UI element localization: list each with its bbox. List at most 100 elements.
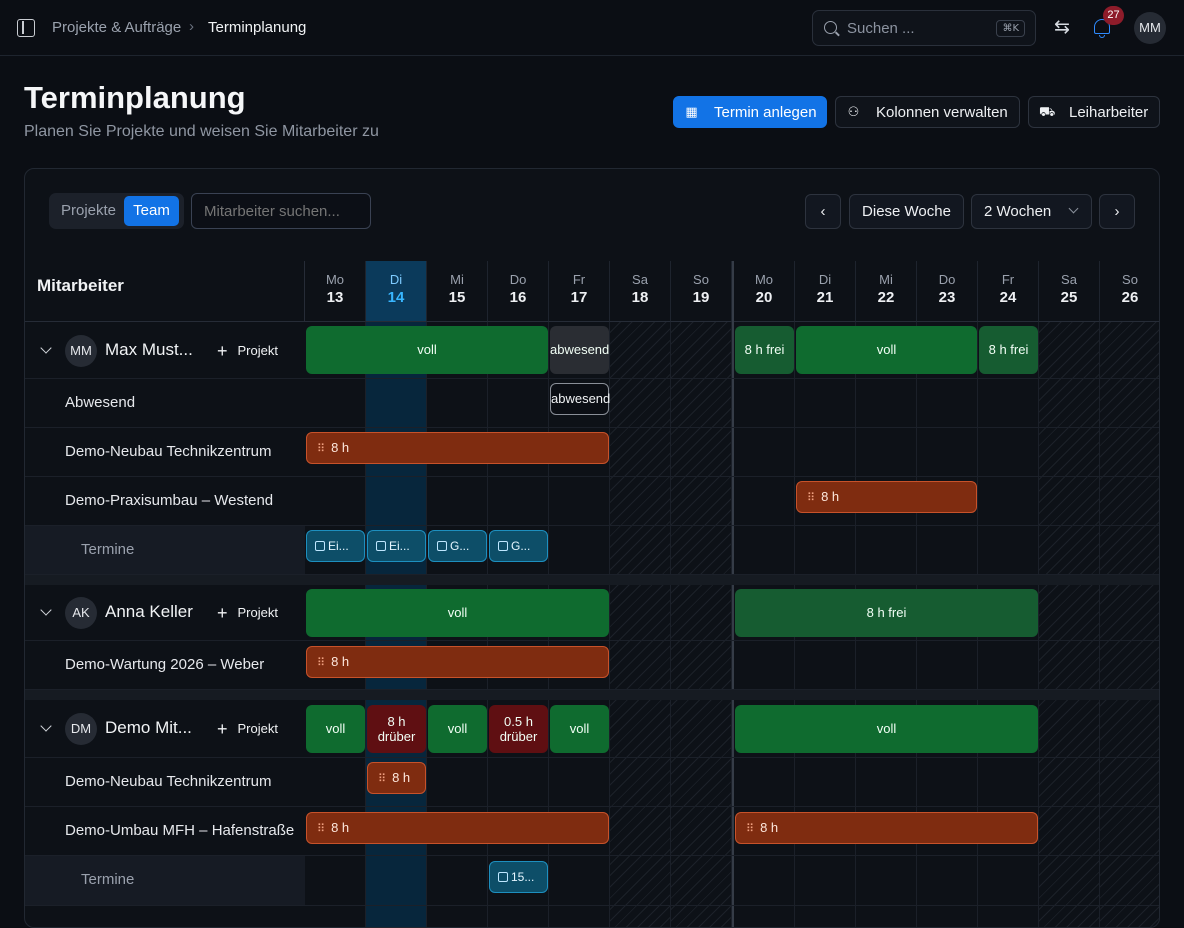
- appointment-chip[interactable]: G...: [489, 530, 548, 562]
- create-appointment-label: Termin anlegen: [714, 104, 817, 121]
- search-shortcut: ⌘K: [996, 20, 1025, 37]
- appointment-title: G...: [450, 539, 470, 553]
- day-name: Mo: [754, 272, 774, 287]
- day-header[interactable]: Mi 15: [427, 261, 488, 322]
- appointment-chip[interactable]: Ei...: [367, 530, 426, 562]
- chevron-right-nav-icon[interactable]: ›: [1099, 194, 1135, 229]
- range-select[interactable]: 2 Wochen: [971, 194, 1092, 229]
- this-week-button[interactable]: Diese Woche: [849, 194, 964, 229]
- global-search[interactable]: Suchen ... ⌘K: [812, 10, 1036, 46]
- add-project-button[interactable]: + Projekt: [217, 717, 278, 739]
- project-row-label: Demo-Neubau Technikzentrum: [65, 772, 272, 790]
- day-date: 20: [755, 289, 773, 306]
- notification-badge: 27: [1103, 6, 1124, 25]
- project-allocation-bar[interactable]: ⠿ 8 h: [306, 812, 609, 844]
- users-icon: ⚇: [847, 104, 860, 119]
- appointment-chip[interactable]: G...: [428, 530, 487, 562]
- day-header[interactable]: Fr 24: [978, 261, 1039, 322]
- project-allocation-bar[interactable]: ⠿ 8 h: [306, 646, 609, 678]
- switch-arrows-icon[interactable]: ⇆: [1054, 17, 1070, 38]
- allocation-hours: 8 h: [331, 440, 350, 455]
- capacity-block[interactable]: 8 h frei: [735, 589, 1038, 637]
- day-header[interactable]: Do 16: [488, 261, 549, 322]
- drag-handle-icon[interactable]: ⠿: [317, 657, 326, 669]
- day-header[interactable]: Sa 25: [1039, 261, 1100, 322]
- day-column: [978, 322, 1039, 927]
- capacity-block[interactable]: 0.5 h drüber: [489, 705, 548, 753]
- grid-row: [25, 379, 1159, 428]
- view-toggle: Projekte Team: [49, 193, 184, 229]
- day-date: 13: [326, 289, 344, 306]
- capacity-block[interactable]: voll: [735, 705, 1038, 753]
- member-name[interactable]: Demo Mit...: [105, 718, 192, 737]
- grid-row: [25, 641, 1159, 690]
- sidebar-toggle-icon[interactable]: [17, 19, 35, 37]
- project-allocation-bar[interactable]: ⠿ 8 h: [735, 812, 1038, 844]
- page-subtitle: Planen Sie Projekte und weisen Sie Mitar…: [24, 123, 379, 140]
- day-header[interactable]: Do 23: [917, 261, 978, 322]
- view-team-tab[interactable]: Team: [124, 196, 179, 226]
- temp-workers-button[interactable]: ⛟ Leiharbeiter: [1028, 96, 1160, 128]
- day-name: Sa: [632, 272, 648, 287]
- project-row-label: Demo-Neubau Technikzentrum: [65, 442, 272, 460]
- drag-handle-icon[interactable]: ⠿: [746, 823, 755, 835]
- day-header[interactable]: Fr 17: [549, 261, 610, 322]
- day-name: Mi: [450, 272, 464, 287]
- day-header[interactable]: So 26: [1100, 261, 1159, 322]
- capacity-block[interactable]: 8 h frei: [979, 326, 1038, 374]
- day-header[interactable]: Mi 22: [856, 261, 917, 322]
- capacity-block[interactable]: 8 h drüber: [367, 705, 426, 753]
- day-date: 25: [1060, 289, 1078, 306]
- day-header[interactable]: Di 14: [366, 261, 427, 322]
- day-name: Sa: [1061, 272, 1077, 287]
- bell-icon[interactable]: [1092, 17, 1112, 39]
- day-name: So: [1122, 272, 1138, 287]
- capacity-block[interactable]: voll: [306, 589, 609, 637]
- appointments-row-bg: [25, 856, 305, 906]
- drag-handle-icon[interactable]: ⠿: [807, 492, 816, 504]
- user-avatar[interactable]: MM: [1134, 12, 1166, 44]
- project-row-label: Abwesend: [65, 393, 136, 411]
- day-header[interactable]: Sa 18: [610, 261, 671, 322]
- day-header[interactable]: Mo 20: [734, 261, 795, 322]
- drag-handle-icon[interactable]: ⠿: [378, 773, 387, 785]
- capacity-block[interactable]: abwesend: [550, 326, 609, 374]
- drag-handle-icon[interactable]: ⠿: [317, 443, 326, 455]
- project-row-label: Demo-Wartung 2026 – Weber: [65, 655, 265, 673]
- day-header[interactable]: Mo 13: [305, 261, 366, 322]
- day-column: [1100, 322, 1159, 927]
- day-header[interactable]: So 19: [671, 261, 732, 322]
- appointment-chip[interactable]: 15...: [489, 861, 548, 893]
- absence-block[interactable]: abwesend: [550, 383, 610, 415]
- chevron-left-icon[interactable]: ‹: [805, 194, 841, 229]
- capacity-block[interactable]: voll: [306, 705, 365, 753]
- member-search-input[interactable]: [191, 193, 371, 229]
- breadcrumb-parent[interactable]: Projekte & Aufträge: [52, 19, 182, 36]
- capacity-block[interactable]: 8 h frei: [735, 326, 794, 374]
- day-header[interactable]: Di 21: [795, 261, 856, 322]
- capacity-block[interactable]: voll: [306, 326, 548, 374]
- capacity-block[interactable]: voll: [550, 705, 609, 753]
- add-project-button[interactable]: + Projekt: [217, 339, 278, 361]
- project-allocation-bar[interactable]: ⠿ 8 h: [796, 481, 977, 513]
- project-allocation-bar[interactable]: ⠿ 8 h: [306, 432, 609, 464]
- drag-handle-icon[interactable]: ⠿: [317, 823, 326, 835]
- day-column: [610, 322, 671, 927]
- capacity-block[interactable]: voll: [796, 326, 977, 374]
- member-name[interactable]: Max Must...: [105, 339, 193, 359]
- project-allocation-bar[interactable]: ⠿ 8 h: [367, 762, 426, 794]
- calendar-icon: [376, 541, 386, 551]
- add-project-button[interactable]: + Projekt: [217, 601, 278, 623]
- grid-row: [25, 322, 1159, 379]
- view-projects-tab[interactable]: Projekte: [61, 202, 117, 219]
- schedule-grid: Mitarbeiter Mo 13 Di 14 Mi 15 Do 16 Fr 17 Sa 18 So 19…: [25, 261, 1159, 927]
- manage-columns-button[interactable]: ⚇ Kolonnen verwalten: [835, 96, 1020, 128]
- create-appointment-button[interactable]: ▦ Termin anlegen: [673, 96, 827, 128]
- project-row-label: Demo-Praxisumbau – Westend: [65, 491, 274, 509]
- appointment-chip[interactable]: Ei...: [306, 530, 365, 562]
- day-column: [549, 322, 610, 927]
- member-name[interactable]: Anna Keller: [105, 602, 193, 621]
- capacity-block[interactable]: voll: [428, 705, 487, 753]
- grid-row: [25, 477, 1159, 526]
- search-icon: [824, 21, 837, 34]
